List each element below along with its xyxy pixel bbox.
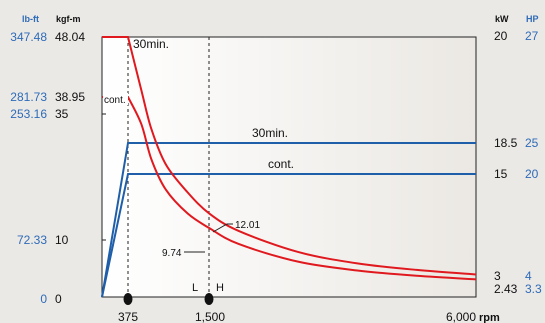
right-outer-tick: 3.3: [525, 282, 542, 296]
annotation-leader-12: [212, 223, 233, 233]
power-series-30min: [101, 142, 476, 298]
power-series-cont: [101, 173, 476, 298]
torque-30min-label: 30min.: [133, 37, 169, 51]
right-outer-tick: 25: [525, 136, 539, 150]
x-tick-1500: 1,500: [195, 310, 225, 323]
right-inner-tick: 3: [494, 269, 501, 283]
right-outer-tick: 27: [525, 29, 539, 43]
right-outer-tick: 4: [525, 269, 532, 283]
left-outer-tick: 72.33: [17, 233, 47, 247]
annotation-9-74: 9.74: [162, 248, 182, 259]
plot-area: [101, 36, 477, 298]
right-inner-tick: 20: [494, 29, 508, 43]
x-tick-dot-1500: [204, 293, 214, 305]
left-outer-tick: 347.48: [10, 30, 47, 44]
torque-cont-label: cont.: [104, 95, 126, 106]
marker-H-label: H: [216, 282, 224, 294]
x-tick-6000: 6,000: [446, 310, 476, 323]
right-outer-tick: 20: [525, 167, 539, 181]
marker-L-label: L: [192, 282, 198, 294]
right-inner-tick: 15: [494, 167, 508, 181]
power-cont-label: cont.: [268, 157, 294, 171]
x-tick-375: 375: [118, 310, 138, 323]
x-axis-unit: rpm: [479, 312, 500, 323]
left-outer-tick: 0: [40, 292, 47, 306]
left-inner-tick: 10: [55, 233, 69, 247]
left-outer-unit: lb-ft: [22, 14, 39, 24]
torque-cont-label-bg: [103, 93, 128, 105]
right-inner-tick: 2.43: [494, 282, 518, 296]
left-inner-tick: 0: [55, 292, 62, 306]
power-30min-label: 30min.: [252, 126, 288, 140]
right-inner-unit: kW: [495, 14, 509, 24]
left-inner-tick: 35: [55, 107, 69, 121]
right-outer-unit: HP: [526, 14, 539, 24]
right-inner-tick: 18.5: [494, 136, 518, 150]
left-outer-tick: 253.16: [10, 107, 47, 121]
left-outer-tick: 281.73: [10, 90, 47, 104]
torque-series-30min: [102, 36, 477, 276]
left-inner-tick: 38.95: [55, 90, 85, 104]
torque-series-cont: [102, 96, 477, 281]
left-inner-tick: 48.04: [55, 30, 85, 44]
annotation-12-01: 12.01: [235, 220, 260, 231]
left-inner-unit: kgf-m: [56, 14, 81, 24]
x-tick-dot-375: [123, 293, 133, 305]
